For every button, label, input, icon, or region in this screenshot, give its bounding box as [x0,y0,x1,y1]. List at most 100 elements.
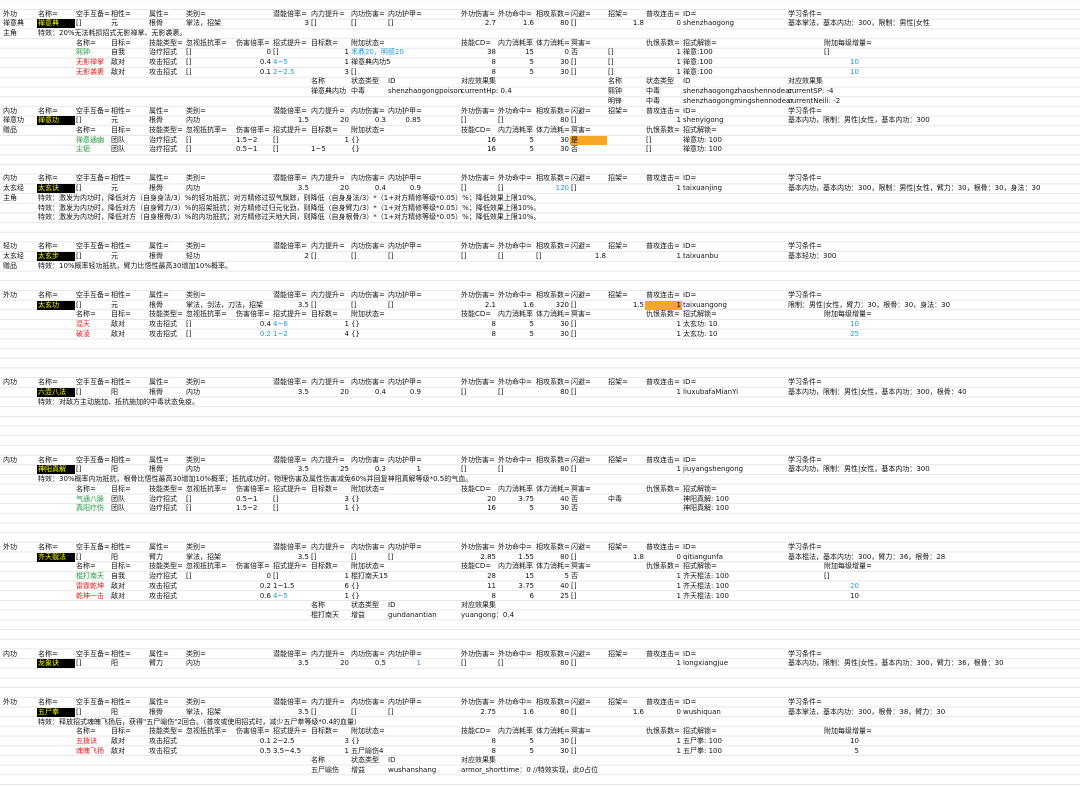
cell: 25 [340,465,349,474]
cell: 治疗招式 [149,494,177,503]
cell: 学习条件= [788,9,822,18]
cell: 禅意典内功5 [351,58,391,66]
cell: 基本棍法，基本内功：300，臂力：36，根骨：28 [788,552,946,561]
cell: 名称= [38,174,58,183]
cell: 否 [571,504,578,513]
cell: 目标= [111,727,131,736]
cell: 攻击招式 [149,319,177,328]
cell: 内功护甲= [388,242,422,251]
cell: 内力提升= [311,649,345,658]
cell: 治疗招式 [149,135,177,144]
cell: 潜能倍率= [273,9,307,18]
cell: 1 [344,58,349,66]
cell: 团队 [111,145,125,154]
cell: 附加状态= [351,38,385,47]
cell: 名称= [38,378,58,387]
cell: 5 [529,319,534,328]
cell: 外功 [3,698,17,707]
cell: 内功 [186,465,200,474]
cell: 名称= [76,562,96,571]
cell: 禅意:100 [683,58,713,66]
cell: 16 [487,145,496,154]
cell: 3.5 [297,387,309,396]
cell: 普攻连击= [646,543,680,551]
cell: 无影袭裹 [76,67,104,76]
cell: 内力消耗率 [498,727,533,736]
cell: 内功伤害= [351,698,385,707]
cell: 内力提升= [311,290,345,299]
cell: 体力消耗= [536,38,570,47]
cell: 体力消耗= [536,125,570,134]
cell: 30 [560,737,569,745]
cell: ID= [683,106,697,115]
cell: 体力消耗= [536,484,570,493]
cell: 招式提升= [273,484,307,493]
cell: 治疗招式 [149,572,177,581]
cell: wushiquan [683,707,721,716]
cell: 轻功 [186,252,200,260]
cell: [] [76,116,82,125]
cell: 招式解锁= [683,310,717,319]
cell: 攻击招式 [149,746,177,755]
cell: 相攻系数= [536,174,570,183]
cell: [] [571,737,577,745]
cell: 3.5 [297,552,309,561]
cell: [] [76,552,82,561]
cell: 1 [676,737,681,745]
cell: 伤害倍率= [236,38,270,47]
cell: 攻击招式 [149,67,177,76]
cell: 无影禅掌 [76,58,104,66]
cell: [] [351,252,357,260]
cell: shenzhaogongmingshennodear [683,96,794,105]
cell: 内功 [3,106,17,115]
cell: 内功护甲= [388,649,422,658]
cell: 禅意功: 100 [683,135,722,144]
cell: 敌对 [111,67,125,76]
cell: 闪避= [571,242,591,251]
cell: 120 [555,184,569,193]
cell: 1.8 [632,552,644,561]
cell: 80 [560,19,569,28]
cell: 元 [111,116,118,125]
cell: 1 [676,465,681,474]
cell: 相攻系数= [536,106,570,115]
cell: 冥害= [571,562,591,571]
cell: 伤害倍率= [236,125,270,134]
cell: 0.5~1 [236,145,258,154]
cell: 1.55 [518,552,534,561]
cell: 内功伤害= [351,649,385,658]
cell: [] [571,591,577,600]
cell: 3 [304,19,309,28]
cell: 内功伤害= [351,455,385,464]
cell: 雷霆乾坤 [76,581,104,590]
cell: yuangong：0.4 [461,610,515,619]
cell: 类别= [186,649,206,658]
cell: 招架= [608,543,628,551]
cell: 0.5 [259,746,271,755]
cell: 属性= [149,290,169,299]
cell: 基本轻功：300 [788,252,837,260]
cell: [] [351,552,357,561]
cell: 3.75 [518,494,534,503]
cell: 体力消耗= [536,310,570,319]
cell: 内力消耗率 [498,484,533,493]
cell: currentNeili: -2 [788,96,841,105]
cell: 类别= [186,242,206,251]
cell: [] [461,387,467,396]
cell: {} [351,591,360,600]
cell: 仇恨系数= [646,562,680,571]
cell: 闪避= [571,649,591,658]
cell: [] [76,465,82,474]
cell: 30 [560,67,569,76]
cell: 外功伤害= [461,242,495,251]
cell: 熙钟 [608,87,622,96]
cell: 否 [571,145,578,154]
cell: 0.85 [405,116,421,125]
cell: 否 [571,494,578,503]
cell: 1 [676,48,681,57]
cell: 攻击招式 [149,329,177,338]
cell: 禅意功 [37,116,75,126]
cell: 仇恨系数= [646,484,680,493]
cell: [] [186,135,192,144]
cell: 5 [529,58,534,66]
